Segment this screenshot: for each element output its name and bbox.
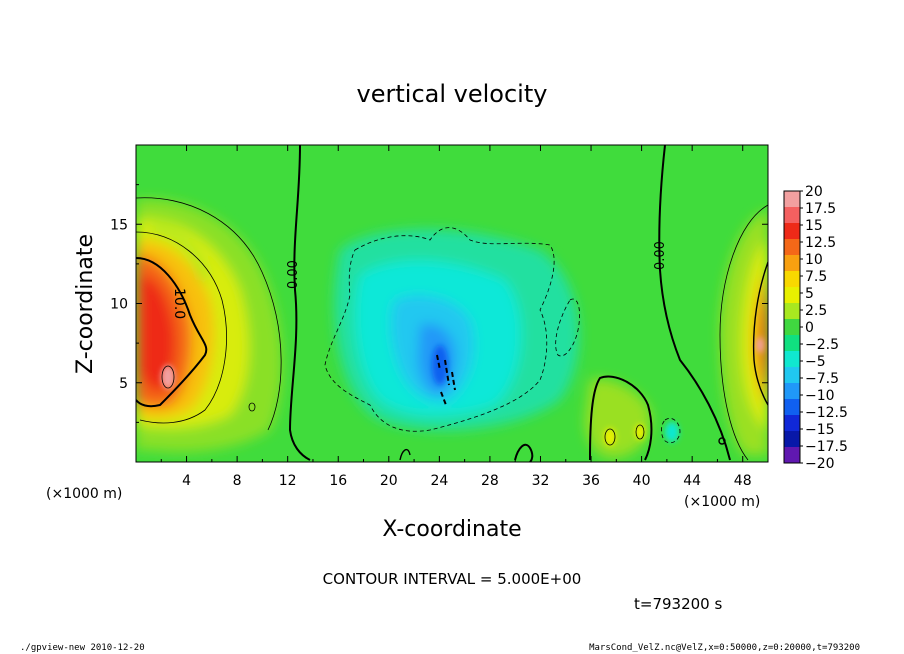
colorbar-swatch xyxy=(784,399,800,416)
colorbar-swatch xyxy=(784,303,800,320)
colorbar-label: −2.5 xyxy=(805,337,839,353)
x-tick-label: 32 xyxy=(532,473,550,489)
colorbar-label: −10 xyxy=(805,388,835,404)
colorbar-swatch xyxy=(784,239,800,256)
x-unit-label-left: (×1000 m) xyxy=(46,486,122,502)
colorbar-label: −15 xyxy=(805,422,835,438)
contour-label-0-right: 0.00 xyxy=(653,241,668,270)
x-tick-label: 28 xyxy=(481,473,499,489)
colorbar-swatch xyxy=(784,319,800,336)
colorbar-label: −17.5 xyxy=(805,439,848,455)
x-tick-label: 20 xyxy=(380,473,398,489)
colorbar: 2017.51512.5107.552.50−2.5−5−7.5−10−12.5… xyxy=(783,184,848,472)
colorbar-swatch xyxy=(784,447,800,464)
colorbar-swatch xyxy=(784,335,800,352)
colorbar-label: 17.5 xyxy=(805,201,836,217)
colorbar-swatch xyxy=(784,191,800,208)
colorbar-label: −12.5 xyxy=(805,405,848,421)
colorbar-label: −20 xyxy=(805,456,835,472)
colorbar-swatch xyxy=(784,255,800,272)
contour-label-10: 10.0 xyxy=(171,288,187,319)
heatmap-field xyxy=(136,145,768,462)
x-tick-label: 4 xyxy=(182,473,191,489)
footer-left: ./gpview-new 2010-12-20 xyxy=(20,643,145,653)
colorbar-swatch xyxy=(784,367,800,384)
colorbar-label: 0 xyxy=(805,320,814,336)
colorbar-swatch xyxy=(784,351,800,368)
y-tick-label: 5 xyxy=(119,376,128,392)
colorbar-swatch xyxy=(784,271,800,288)
footer-right: MarsCond_VelZ.nc@VelZ,x=0:50000,z=0:2000… xyxy=(589,643,860,653)
x-axis-ticks: 4 8 12 16 20 24 28 32 36 40 44 48 xyxy=(160,145,752,489)
x-tick-label: 24 xyxy=(430,473,448,489)
colorbar-swatch xyxy=(784,431,800,448)
colorbar-swatch xyxy=(784,415,800,432)
contour-interval: CONTOUR INTERVAL = 5.000E+00 xyxy=(323,570,582,588)
colorbar-label: 12.5 xyxy=(805,235,836,251)
colorbar-swatch xyxy=(784,207,800,224)
x-tick-label: 48 xyxy=(734,473,752,489)
chart-title: vertical velocity xyxy=(357,80,548,108)
x-unit-label-right: (×1000 m) xyxy=(684,494,760,510)
contour-label-0-left: 0.00 xyxy=(286,260,301,289)
x-tick-label: 8 xyxy=(233,473,242,489)
colorbar-label: 7.5 xyxy=(805,269,827,285)
time-label: t=793200 s xyxy=(634,595,722,613)
colorbar-label: 20 xyxy=(805,184,823,200)
colorbar-label: 10 xyxy=(805,252,823,268)
y-tick-label: 15 xyxy=(110,217,128,233)
x-axis-label: X-coordinate xyxy=(382,517,521,542)
colorbar-label: 15 xyxy=(805,218,823,234)
x-tick-label: 40 xyxy=(633,473,651,489)
colorbar-label: 2.5 xyxy=(805,303,827,319)
y-axis-ticks: 5 10 15 xyxy=(110,184,768,423)
colorbar-swatch xyxy=(784,383,800,400)
colorbar-swatch xyxy=(784,223,800,240)
contour-labels: 10.0 0.00 0.00 xyxy=(171,241,668,319)
x-tick-label: 16 xyxy=(329,473,347,489)
x-tick-label: 12 xyxy=(279,473,297,489)
contour-lines xyxy=(136,145,768,462)
x-tick-label: 44 xyxy=(683,473,701,489)
x-tick-label: 36 xyxy=(582,473,600,489)
y-axis-label: Z-coordinate xyxy=(73,234,98,374)
colorbar-swatch xyxy=(784,287,800,304)
colorbar-label: 5 xyxy=(805,286,814,302)
colorbar-label: −7.5 xyxy=(805,371,839,387)
colorbar-label: −5 xyxy=(805,354,826,370)
y-tick-label: 10 xyxy=(110,297,128,313)
